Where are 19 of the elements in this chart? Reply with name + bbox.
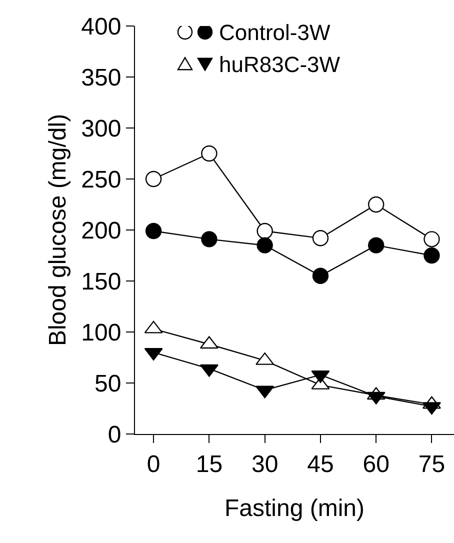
legend-label: Control-3W — [219, 20, 330, 45]
y-tick-label: 250 — [81, 166, 122, 194]
x-tick-label: 60 — [362, 450, 390, 478]
y-tick-label: 350 — [81, 64, 122, 92]
x-axis-title: Fasting (min) — [224, 495, 365, 522]
x-tick-label: 0 — [146, 450, 160, 478]
y-tick-label: 100 — [81, 319, 122, 346]
y-tick-label: 150 — [81, 268, 122, 296]
y-axis-title: Blood glucose (mg/dl) — [44, 114, 72, 346]
y-tick-label: 0 — [108, 421, 122, 448]
x-tick-label: 15 — [196, 450, 223, 478]
legend-label: huR83C-3W — [219, 52, 340, 77]
x-tick-label: 30 — [251, 450, 278, 478]
y-tick-label: 300 — [81, 115, 122, 142]
y-tick-label: 200 — [81, 217, 122, 244]
x-tick-label: 45 — [307, 450, 334, 478]
y-tick-label: 400 — [81, 13, 122, 40]
y-tick-label: 50 — [94, 370, 122, 398]
x-tick-label: 75 — [418, 450, 446, 478]
